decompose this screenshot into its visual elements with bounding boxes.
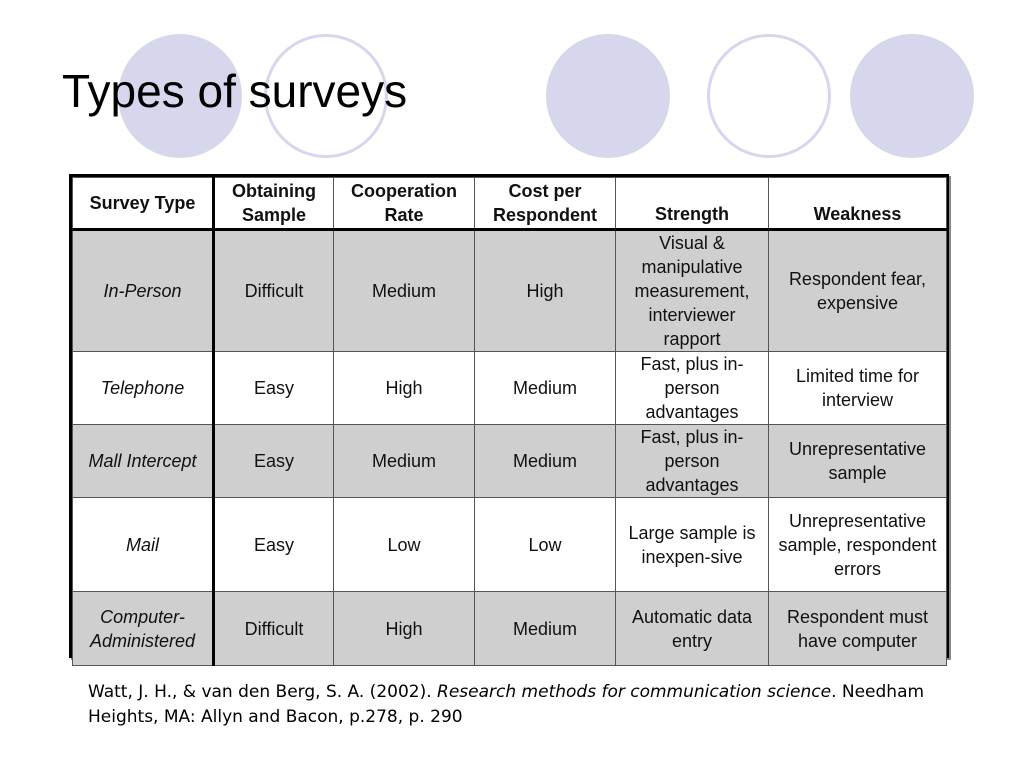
cell-cost-per-respondent: High <box>474 229 616 352</box>
cell-strength: Large sample is inexpen-sive <box>615 497 769 592</box>
cell-cooperation-rate: High <box>333 591 475 666</box>
cell-weakness: Unrepresentative sample, respondent erro… <box>768 497 947 592</box>
decorative-circle <box>546 34 670 158</box>
header-cost-per-respondent: Cost per Respondent <box>474 177 616 231</box>
table-row: Telephone Easy High Medium Fast, plus in… <box>72 351 947 425</box>
table-header-row: Survey Type Obtaining Sample Cooperation… <box>72 177 947 231</box>
table-row: In-Person Difficult Medium High Visual &… <box>72 229 947 352</box>
slide-title: Types of surveys <box>62 65 408 117</box>
header-cooperation-rate: Cooperation Rate <box>333 177 475 231</box>
header-obtaining-sample: Obtaining Sample <box>213 177 334 231</box>
survey-types-table-container: Survey Type Obtaining Sample Cooperation… <box>69 174 949 666</box>
cell-strength: Fast, plus in-person advantages <box>615 351 769 425</box>
cell-obtaining-sample: Easy <box>213 351 334 425</box>
decorative-circle <box>850 34 974 158</box>
header-weakness: Weakness <box>768 177 947 231</box>
cell-survey-type: Mail <box>72 497 215 592</box>
cell-obtaining-sample: Easy <box>213 497 334 592</box>
decorative-circle <box>707 34 831 158</box>
citation-book-title: Research methods for communication scien… <box>437 682 832 702</box>
citation-prefix: Watt, J. H., & van den Berg, S. A. (2002… <box>88 682 438 702</box>
header-strength: Strength <box>615 177 769 231</box>
cell-cooperation-rate: Low <box>333 497 475 592</box>
citation-suffix: . Needham Heights, MA: Allyn and Bacon, … <box>88 682 925 727</box>
cell-weakness: Respondent must have computer <box>768 591 947 666</box>
cell-survey-type: In-Person <box>72 229 215 352</box>
cell-obtaining-sample: Difficult <box>213 591 334 666</box>
cell-obtaining-sample: Difficult <box>213 229 334 352</box>
cell-cooperation-rate: Medium <box>333 229 475 352</box>
table-row: Computer-Administered Difficult High Med… <box>72 591 947 666</box>
cell-strength: Fast, plus in-person advantages <box>615 424 769 498</box>
header-survey-type: Survey Type <box>72 177 215 231</box>
cell-cost-per-respondent: Medium <box>474 351 616 425</box>
cell-weakness: Respondent fear, expensive <box>768 229 947 352</box>
cell-weakness: Limited time for interview <box>768 351 947 425</box>
citation: Watt, J. H., & van den Berg, S. A. (2002… <box>88 680 948 730</box>
cell-survey-type: Computer-Administered <box>72 591 215 666</box>
decorative-circle <box>118 34 242 158</box>
cell-weakness: Unrepresentative sample <box>768 424 947 498</box>
table-row: Mall Intercept Easy Medium Medium Fast, … <box>72 424 947 498</box>
cell-survey-type: Mall Intercept <box>72 424 215 498</box>
cell-cost-per-respondent: Medium <box>474 424 616 498</box>
cell-strength: Visual & manipulative measurement, inter… <box>615 229 769 352</box>
cell-strength: Automatic data entry <box>615 591 769 666</box>
cell-cost-per-respondent: Low <box>474 497 616 592</box>
survey-types-table: Survey Type Obtaining Sample Cooperation… <box>72 177 947 666</box>
table-row: Mail Easy Low Low Large sample is inexpe… <box>72 497 947 592</box>
cell-obtaining-sample: Easy <box>213 424 334 498</box>
cell-survey-type: Telephone <box>72 351 215 425</box>
cell-cooperation-rate: High <box>333 351 475 425</box>
cell-cost-per-respondent: Medium <box>474 591 616 666</box>
cell-cooperation-rate: Medium <box>333 424 475 498</box>
decorative-circle <box>264 34 388 158</box>
